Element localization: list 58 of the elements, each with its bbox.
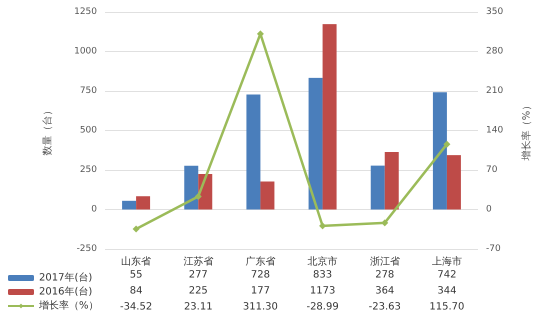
bar (432, 92, 447, 210)
x-tick-label: 浙江省 (370, 256, 400, 268)
y2-tick-label: 350 (486, 7, 504, 17)
bar (370, 166, 385, 210)
data-label: 277 (188, 270, 208, 280)
x-tick-label: 北京市 (308, 256, 338, 268)
data-label: 115.70 (429, 302, 464, 312)
y2-tick-label: 280 (486, 46, 504, 56)
y2-axis-title: 增长率（%） (520, 100, 532, 162)
data-label: -23.63 (368, 302, 401, 312)
y-tick-label: -250 (76, 244, 98, 254)
data-label: 311.30 (242, 302, 278, 312)
x-tick-label: 上海市 (432, 256, 462, 268)
bar (260, 182, 274, 210)
y2-tick-label: 210 (486, 86, 504, 96)
bar (446, 155, 461, 210)
data-label: 833 (313, 270, 332, 280)
y-tick-label: 250 (80, 165, 98, 175)
y2-tick-label: 140 (486, 126, 504, 136)
x-tick-label: 山东省 (121, 256, 152, 268)
data-label: 177 (250, 286, 270, 296)
y-tick-label: 0 (91, 204, 98, 214)
y2-tick-label: 70 (486, 165, 498, 175)
y-axis-title: 数量（台） (42, 106, 54, 156)
legend-label: 2017年(台) (39, 272, 92, 284)
point (443, 140, 450, 148)
y2-tick-label: -70 (486, 244, 501, 254)
data-label: 278 (375, 270, 394, 280)
bar (246, 94, 260, 210)
point (194, 192, 202, 200)
bar (308, 78, 323, 210)
data-label: 84 (130, 286, 142, 296)
data-label: 344 (437, 286, 456, 296)
x-tick-label: 江苏省 (183, 256, 214, 268)
data-label: 742 (437, 270, 456, 280)
point (381, 219, 388, 226)
bar (122, 200, 136, 210)
y-tick-label: 500 (80, 126, 98, 136)
data-label: 364 (375, 286, 394, 296)
data-label: 1173 (310, 286, 336, 296)
data-label: -28.99 (306, 302, 339, 312)
point (132, 225, 140, 232)
y2-tick-label: 0 (486, 204, 492, 214)
bar (136, 196, 150, 210)
data-label: 23.11 (184, 302, 213, 312)
legend-label: 2016年(台) (39, 286, 92, 298)
bar (184, 166, 198, 210)
y-tick-label: 1000 (74, 46, 98, 56)
bar (322, 24, 337, 210)
data-label: -34.52 (120, 302, 152, 312)
y-tick-label: 750 (80, 86, 98, 96)
x-tick-label: 广东省 (245, 256, 276, 268)
data-label: 55 (130, 270, 142, 280)
y-tick-label: 1250 (74, 7, 98, 17)
bar (384, 152, 399, 210)
data-label: 225 (188, 286, 208, 296)
legend-label: 增长率（%） (38, 300, 99, 312)
data-label: 728 (250, 270, 270, 280)
